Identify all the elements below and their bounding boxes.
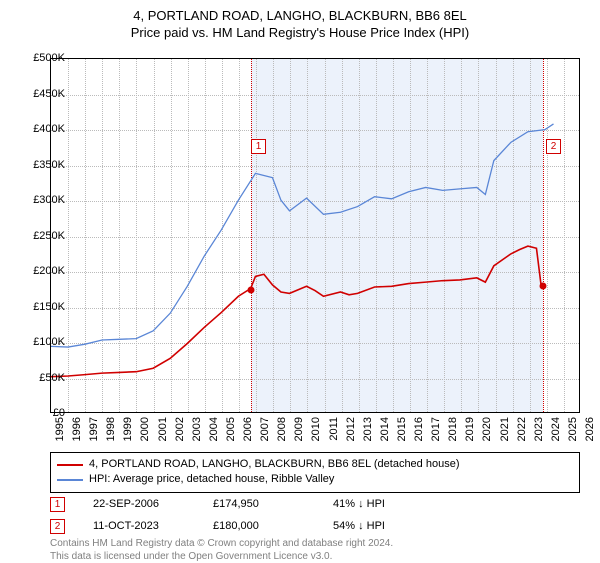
legend: 4, PORTLAND ROAD, LANGHO, BLACKBURN, BB6… (50, 452, 580, 493)
series-price_paid (51, 246, 545, 377)
chart-lines (51, 59, 579, 412)
x-tick-label: 2012 (345, 417, 357, 441)
x-tick-label: 2026 (584, 417, 596, 441)
chart-title: 4, PORTLAND ROAD, LANGHO, BLACKBURN, BB6… (0, 0, 600, 25)
marker-badge: 2 (546, 139, 561, 154)
marker-row-date: 22-SEP-2006 (93, 498, 185, 510)
x-tick-label: 2017 (430, 417, 442, 441)
marker-row-price: £174,950 (213, 498, 305, 510)
marker-row-badge: 2 (50, 519, 65, 534)
x-tick-label: 2006 (242, 417, 254, 441)
x-tick-label: 2002 (174, 417, 186, 441)
x-tick-label: 2018 (447, 417, 459, 441)
marker-row-delta: 54% ↓ HPI (333, 520, 425, 532)
x-tick-label: 2005 (225, 417, 237, 441)
x-tick-label: 2024 (550, 417, 562, 441)
x-tick-label: 2025 (567, 417, 579, 441)
legend-swatch (57, 464, 83, 466)
x-tick-label: 2011 (328, 417, 340, 441)
x-tick-label: 2007 (259, 417, 271, 441)
x-tick-label: 1995 (54, 417, 66, 441)
x-tick-label: 2021 (499, 417, 511, 441)
y-tick-label: £450K (10, 88, 65, 100)
x-tick-label: 2001 (157, 417, 169, 441)
marker-dot (248, 286, 255, 293)
x-tick-label: 1997 (88, 417, 100, 441)
legend-label: HPI: Average price, detached house, Ribb… (89, 472, 334, 487)
x-tick-label: 1998 (105, 417, 117, 441)
x-tick-label: 2019 (464, 417, 476, 441)
x-tick-label: 2023 (533, 417, 545, 441)
marker-row-badge: 1 (50, 497, 65, 512)
x-tick-label: 2004 (208, 417, 220, 441)
x-tick-label: 2020 (481, 417, 493, 441)
x-tick-label: 2010 (310, 417, 322, 441)
marker-row: 1 22-SEP-2006 £174,950 41% ↓ HPI (50, 493, 425, 515)
x-tick-label: 2014 (379, 417, 391, 441)
legend-swatch (57, 479, 83, 481)
marker-row: 2 11-OCT-2023 £180,000 54% ↓ HPI (50, 515, 425, 537)
chart-subtitle: Price paid vs. HM Land Registry's House … (0, 25, 600, 42)
y-tick-label: £300K (10, 194, 65, 206)
y-tick-label: £350K (10, 159, 65, 171)
marker-table: 1 22-SEP-2006 £174,950 41% ↓ HPI 2 11-OCT-202… (50, 493, 425, 537)
x-tick-label: 2016 (413, 417, 425, 441)
legend-item: HPI: Average price, detached house, Ribb… (57, 472, 573, 487)
legend-label: 4, PORTLAND ROAD, LANGHO, BLACKBURN, BB6… (89, 457, 459, 472)
plot-area: 12 (50, 58, 580, 413)
x-tick-label: 2022 (516, 417, 528, 441)
y-tick-label: £100K (10, 336, 65, 348)
legend-item: 4, PORTLAND ROAD, LANGHO, BLACKBURN, BB6… (57, 457, 573, 472)
y-tick-label: £200K (10, 265, 65, 277)
y-tick-label: £150K (10, 301, 65, 313)
y-tick-label: £500K (10, 52, 65, 64)
x-tick-label: 2008 (276, 417, 288, 441)
series-hpi (51, 124, 553, 347)
attribution-line1: Contains HM Land Registry data © Crown c… (50, 538, 393, 551)
y-tick-label: £50K (10, 372, 65, 384)
x-tick-label: 1996 (71, 417, 83, 441)
x-tick-label: 2013 (362, 417, 374, 441)
x-tick-label: 2003 (191, 417, 203, 441)
x-tick-label: 2000 (139, 417, 151, 441)
x-tick-label: 2009 (293, 417, 305, 441)
attribution-line2: This data is licensed under the Open Gov… (50, 551, 393, 563)
marker-dot (540, 283, 547, 290)
x-tick-label: 1999 (122, 417, 134, 441)
marker-row-price: £180,000 (213, 520, 305, 532)
marker-row-delta: 41% ↓ HPI (333, 498, 425, 510)
y-tick-label: £250K (10, 230, 65, 242)
marker-row-date: 11-OCT-2023 (93, 520, 185, 532)
attribution: Contains HM Land Registry data © Crown c… (50, 538, 393, 563)
marker-badge: 1 (251, 139, 266, 154)
x-tick-label: 2015 (396, 417, 408, 441)
y-tick-label: £400K (10, 123, 65, 135)
